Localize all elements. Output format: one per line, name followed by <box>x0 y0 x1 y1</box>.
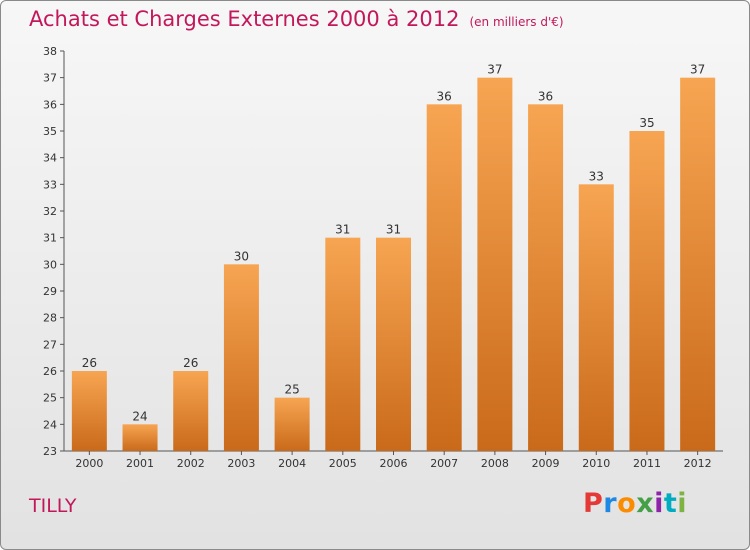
bar <box>477 77 513 452</box>
chart-labels: 2000 26 2001 24 2002 26 2003 30 2004 25 2005 31 2006… <box>75 63 711 470</box>
y-tick-label: 29 <box>43 285 57 298</box>
bar-value-label: 37 <box>690 63 705 77</box>
bar-value-label: 25 <box>284 383 299 397</box>
commune-name: TILLY <box>29 495 77 517</box>
x-tick-label: 2009 <box>532 457 560 470</box>
chart-title-text: Achats et Charges Externes 2000 à 2012 <box>29 7 460 31</box>
x-tick-label: 2010 <box>582 457 610 470</box>
y-tick-label: 23 <box>43 445 57 458</box>
bar-value-label: 35 <box>639 116 654 130</box>
bar-value-label: 36 <box>538 89 553 103</box>
y-tick-label: 35 <box>43 125 57 138</box>
chart-title: Achats et Charges Externes 2000 à 2012 (e… <box>29 7 564 31</box>
y-tick-label: 38 <box>43 45 57 58</box>
y-tick-label: 30 <box>43 258 57 271</box>
bar-value-label: 37 <box>487 63 502 77</box>
bar-value-label: 31 <box>335 223 350 237</box>
bar-value-label: 26 <box>183 356 198 370</box>
bar <box>680 77 716 452</box>
bar-value-label: 30 <box>234 249 249 263</box>
bar-value-label: 33 <box>589 169 604 183</box>
x-tick-label: 2007 <box>430 457 458 470</box>
y-tick-label: 24 <box>43 418 57 431</box>
x-tick-label: 2012 <box>684 457 712 470</box>
bar <box>173 371 209 451</box>
logo-letter: i <box>654 488 664 519</box>
bar <box>325 237 361 451</box>
y-tick-label: 36 <box>43 98 57 111</box>
x-tick-label: 2005 <box>329 457 357 470</box>
x-tick-label: 2011 <box>633 457 661 470</box>
logo-letter: o <box>617 488 637 519</box>
bar-value-label: 31 <box>386 223 401 237</box>
bar <box>528 104 564 451</box>
x-tick-label: 2006 <box>380 457 408 470</box>
y-tick-label: 28 <box>43 312 57 325</box>
y-tick-label: 32 <box>43 205 57 218</box>
y-tick-label: 33 <box>43 178 57 191</box>
x-tick-label: 2008 <box>481 457 509 470</box>
bar <box>122 424 158 451</box>
chart-unit: (en milliers d'€) <box>469 15 564 29</box>
bar <box>274 397 310 451</box>
x-tick-label: 2002 <box>177 457 205 470</box>
bar <box>629 131 665 451</box>
logo-letter: i <box>677 488 688 519</box>
x-tick-label: 2003 <box>227 457 255 470</box>
bar-value-label: 24 <box>132 409 147 423</box>
proxiti-logo: Proxiti <box>583 488 687 519</box>
logo-letter: t <box>663 488 678 519</box>
bar-value-label: 26 <box>82 356 97 370</box>
y-tick-label: 31 <box>43 232 57 245</box>
logo-letter: x <box>636 488 655 519</box>
logo-letter: P <box>583 488 604 519</box>
bar <box>426 104 462 451</box>
chart-bars <box>71 77 716 452</box>
bar <box>376 237 411 451</box>
chart-axes: 23 24 25 26 27 28 29 30 31 32 33 34 35 36 37 38 <box>43 45 723 458</box>
y-tick-label: 26 <box>43 365 57 378</box>
bar <box>223 264 259 451</box>
bar <box>71 371 107 451</box>
y-tick-label: 37 <box>43 72 57 85</box>
logo-letter: r <box>603 488 618 519</box>
x-tick-label: 2001 <box>126 457 154 470</box>
bar-value-label: 36 <box>437 89 452 103</box>
y-tick-label: 34 <box>43 152 57 165</box>
x-tick-label: 2004 <box>278 457 306 470</box>
bar <box>578 184 614 452</box>
y-tick-label: 27 <box>43 338 57 351</box>
y-tick-label: 25 <box>43 392 57 405</box>
x-tick-label: 2000 <box>75 457 103 470</box>
